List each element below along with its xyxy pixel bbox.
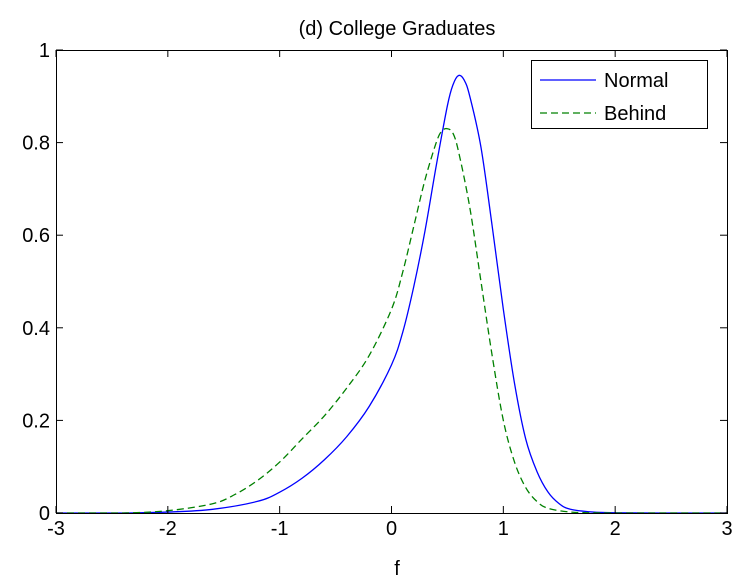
y-tick-label: 0 [39,503,50,525]
x-tick-label: -3 [47,518,65,540]
legend-label-normal: Normal [604,70,668,92]
x-tick-labels: -3 -2 -1 0 1 2 3 [47,518,732,540]
x-tick-label: 3 [721,518,732,540]
chart-title: (d) College Graduates [299,18,496,40]
y-tick-label: 1 [39,40,50,62]
x-tick-label: 2 [610,518,621,540]
axis-ticks [55,49,728,514]
y-tick-labels: 0 0.2 0.4 0.6 0.8 1 [22,40,50,525]
y-tick-label: 0.4 [22,318,50,340]
y-tick-label: 0.2 [22,410,50,432]
x-tick-label: 0 [386,518,397,540]
legend-label-behind: Behind [604,103,666,125]
x-tick-label: -2 [159,518,177,540]
series-line-behind [56,127,727,514]
plot-curves [56,74,727,514]
y-tick-label: 0.6 [22,225,50,247]
series-line-normal [56,74,727,514]
y-tick-label: 0.8 [22,133,50,155]
x-tick-label: 1 [498,518,509,540]
x-tick-label: -1 [271,518,289,540]
legend-box [531,60,708,129]
x-axis-label: f [394,558,400,580]
legend: Normal Behind [531,60,708,129]
